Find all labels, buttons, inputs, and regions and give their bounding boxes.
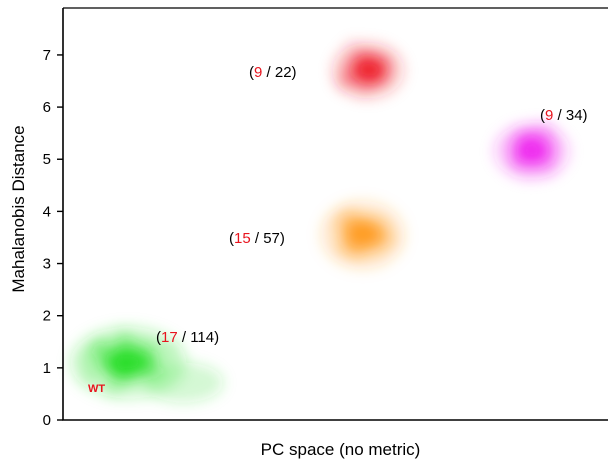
cluster-layer (70, 39, 570, 403)
cluster-cloud (320, 200, 405, 269)
cluster-cloud (70, 326, 224, 403)
y-tick-label: 1 (43, 360, 51, 377)
cluster-count-label: (9 / 34) (540, 107, 588, 124)
wt-label: WT (88, 383, 105, 395)
x-axis-label: PC space (no metric) (261, 440, 421, 459)
y-tick-label: 4 (43, 203, 51, 220)
y-tick-label: 3 (43, 256, 51, 273)
axes: 0 1 2 3 4 5 6 7 (43, 7, 608, 429)
y-tick-label: 7 (43, 47, 51, 64)
cluster-count-label: (17 / 114) (156, 329, 219, 346)
annotation-layer: (17 / 114) WT (15 / 57) (9 / 22) (9 / 34) (88, 64, 588, 395)
cluster-cloud (332, 39, 405, 99)
y-tick-label: 6 (43, 99, 51, 116)
cluster-count-label: (9 / 22) (249, 64, 297, 81)
y-tick-label: 0 (43, 412, 51, 429)
cluster-count-label: (15 / 57) (229, 230, 285, 247)
cluster-cloud (493, 121, 570, 181)
y-axis-label: Mahalanobis Distance (9, 125, 28, 292)
y-tick-label: 2 (43, 308, 51, 325)
y-tick-label: 5 (43, 151, 51, 168)
